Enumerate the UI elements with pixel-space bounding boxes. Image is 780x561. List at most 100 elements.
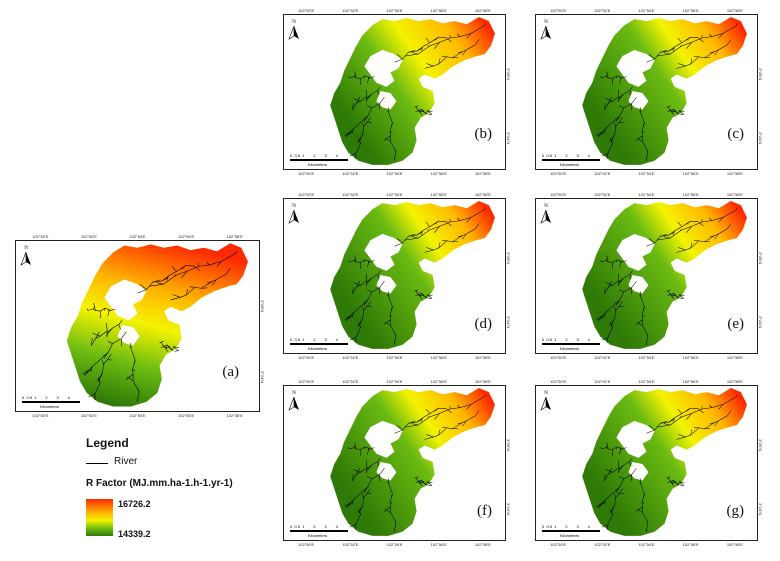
color-ramp <box>86 499 113 536</box>
panel-label: (g) <box>726 503 745 519</box>
map-svg <box>330 201 495 349</box>
longitude-tick-label: 102°50'E <box>298 171 315 176</box>
longitude-tick-label: 102°58'E <box>726 542 743 547</box>
longitude-tick-label: 102°54'E <box>638 542 655 547</box>
north-arrow-icon: N <box>540 204 552 224</box>
longitude-tick-label: 102°50'E <box>298 8 315 13</box>
latitude-tick-label: 3°26'N <box>506 67 511 80</box>
legend: Legend River R Factor (MJ.mm.ha-1.h-1.yr… <box>86 436 266 539</box>
longitude-tick-label: 102°56'E <box>178 234 195 239</box>
river-network <box>596 23 738 161</box>
map-panel-a: (a) 102°50'E 102°50'E 102°52'E 102°52'E 102°… <box>15 234 265 418</box>
longitude-tick-label: 102°52'E <box>594 542 611 547</box>
longitude-tick-label: 102°54'E <box>386 542 403 547</box>
map-panel-e: (e) 102°50'E 102°50'E 102°52'E 102°52'E 102°… <box>535 192 763 360</box>
longitude-tick-label: 102°50'E <box>550 171 567 176</box>
map-panel-f: (f) 102°50'E 102°50'E 102°52'E 102°52'E 102°… <box>283 379 511 547</box>
map-panel-c: (c) 102°50'E 102°50'E 102°52'E 102°52'E 102°… <box>535 8 763 176</box>
catchment-area <box>582 388 747 536</box>
map-svg <box>66 243 248 407</box>
river-line-swatch <box>86 463 108 464</box>
latitude-tick-label: 3°24'N <box>758 316 763 329</box>
river-network <box>344 394 486 532</box>
longitude-tick-label: 102°58'E <box>474 355 491 360</box>
panel-label: (a) <box>222 364 239 380</box>
longitude-tick-label: 102°56'E <box>430 355 447 360</box>
legend-river-entry: River <box>86 456 266 470</box>
longitude-tick-label: 102°58'E <box>726 355 743 360</box>
longitude-tick-label: 102°56'E <box>682 379 699 384</box>
longitude-tick-label: 102°58'E <box>474 192 491 197</box>
north-arrow-icon: N <box>288 204 300 224</box>
catchment-area <box>330 17 495 165</box>
map-svg <box>330 388 495 536</box>
longitude-tick-label: 102°52'E <box>342 542 359 547</box>
panel-label: (f) <box>477 503 492 519</box>
scale-bar: 0 0.5 1 2 3 4 Kilometers <box>290 153 352 167</box>
longitude-tick-label: 102°56'E <box>178 413 195 418</box>
latitude-tick-label: 3°24'N <box>260 371 265 383</box>
longitude-tick-label: 102°58'E <box>474 171 491 176</box>
latitude-tick-label: 3°24'N <box>506 132 511 145</box>
longitude-tick-label: 102°54'E <box>386 355 403 360</box>
catchment-area <box>330 388 495 536</box>
longitude-tick-label: 102°50'E <box>550 542 567 547</box>
latitude-tick-label: 3°26'N <box>506 251 511 264</box>
longitude-tick-label: 102°58'E <box>726 171 743 176</box>
longitude-tick-label: 102°52'E <box>594 171 611 176</box>
longitude-tick-label: 102°50'E <box>298 192 315 197</box>
scale-bar: 0 0.5 1 2 3 4 Kilometers <box>542 337 604 351</box>
latitude-tick-label: 3°26'N <box>758 438 763 451</box>
catchment-area <box>582 17 747 165</box>
north-arrow-icon: N <box>288 391 300 411</box>
reservoir-area <box>104 279 147 346</box>
longitude-tick-label: 102°58'E <box>226 234 243 239</box>
legend-river-label: River <box>114 456 138 467</box>
catchment-area <box>330 201 495 349</box>
longitude-tick-label: 102°52'E <box>342 379 359 384</box>
longitude-tick-label: 102°50'E <box>298 542 315 547</box>
longitude-tick-label: 102°56'E <box>682 171 699 176</box>
latitude-tick-label: 3°24'N <box>506 316 511 329</box>
longitude-tick-label: 102°50'E <box>298 379 315 384</box>
scale-bar: 0 0.5 1 2 3 4 Kilometers <box>290 337 352 351</box>
longitude-tick-label: 102°50'E <box>550 192 567 197</box>
reservoir-area <box>364 49 403 110</box>
reservoir-area <box>364 420 403 481</box>
longitude-tick-label: 102°54'E <box>386 379 403 384</box>
longitude-tick-label: 102°54'E <box>386 8 403 13</box>
map-panel-d: (d) 102°50'E 102°50'E 102°52'E 102°52'E 102°… <box>283 192 511 360</box>
north-arrow-icon: N <box>540 391 552 411</box>
scale-bar: 0 0.5 1 2 3 4 Kilometers <box>542 153 604 167</box>
scale-bar: 0 0.5 1 2 3 4 Kilometers <box>22 395 84 409</box>
reservoir-area <box>616 233 655 294</box>
scale-bar: 0 0.5 1 2 3 4 Kilometers <box>290 524 352 538</box>
reservoir-area <box>616 49 655 110</box>
longitude-tick-label: 102°54'E <box>638 192 655 197</box>
longitude-tick-label: 102°54'E <box>638 355 655 360</box>
legend-rfactor-title: R Factor (MJ.mm.ha-1.h-1.yr-1) <box>86 478 233 489</box>
scale-bar: 0 0.5 1 2 3 4 Kilometers <box>542 524 604 538</box>
latitude-tick-label: 3°26'N <box>758 251 763 264</box>
longitude-tick-label: 102°50'E <box>32 413 49 418</box>
longitude-tick-label: 102°58'E <box>474 542 491 547</box>
map-svg <box>582 17 747 165</box>
north-arrow-icon: N <box>20 246 32 266</box>
longitude-tick-label: 102°52'E <box>342 171 359 176</box>
longitude-tick-label: 102°52'E <box>594 192 611 197</box>
latitude-tick-label: 3°26'N <box>260 299 265 312</box>
longitude-tick-label: 102°58'E <box>726 8 743 13</box>
longitude-tick-label: 102°52'E <box>342 355 359 360</box>
longitude-tick-label: 102°54'E <box>638 379 655 384</box>
latitude-tick-label: 3°26'N <box>758 67 763 80</box>
panel-label: (e) <box>727 316 744 332</box>
longitude-tick-label: 102°52'E <box>342 192 359 197</box>
longitude-tick-label: 102°54'E <box>638 171 655 176</box>
longitude-tick-label: 102°58'E <box>474 8 491 13</box>
longitude-tick-label: 102°56'E <box>430 171 447 176</box>
legend-title: Legend <box>86 436 129 450</box>
reservoir-area <box>616 420 655 481</box>
panel-label: (d) <box>474 316 493 332</box>
longitude-tick-label: 102°58'E <box>474 379 491 384</box>
river-network <box>596 207 738 345</box>
